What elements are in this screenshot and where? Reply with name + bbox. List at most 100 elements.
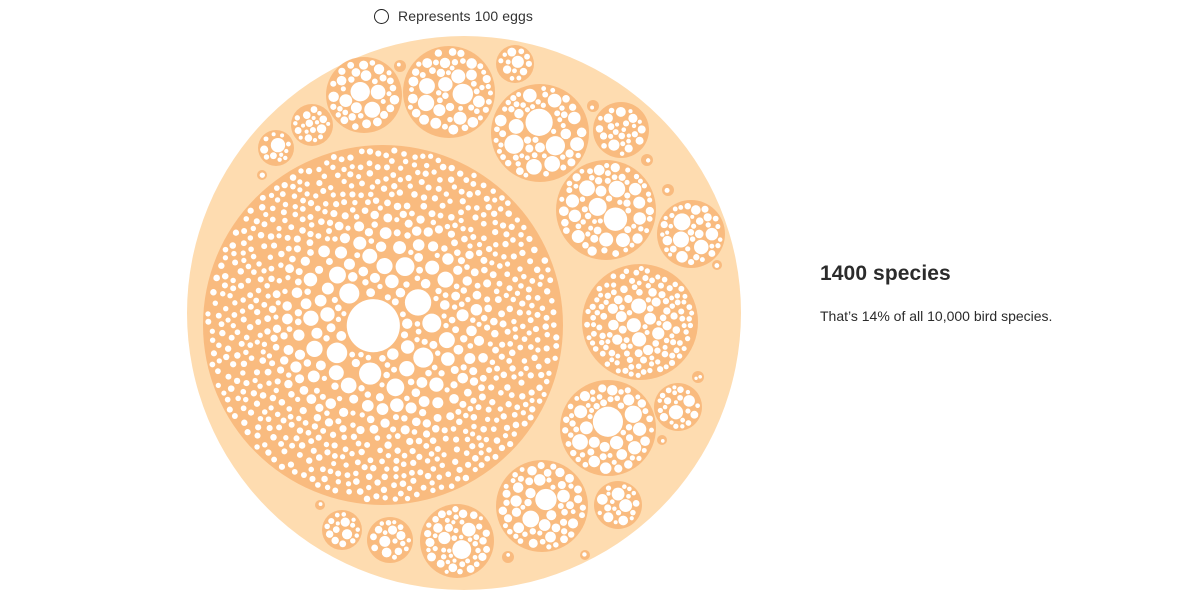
egg-circle bbox=[568, 531, 575, 538]
egg-circle bbox=[295, 396, 301, 403]
egg-circle bbox=[374, 178, 381, 185]
egg-circle bbox=[284, 148, 289, 154]
egg-circle bbox=[471, 423, 477, 430]
egg-circle bbox=[393, 466, 399, 472]
egg-circle bbox=[416, 266, 424, 274]
egg-circle bbox=[326, 342, 348, 364]
egg-circle bbox=[457, 372, 469, 384]
egg-circle bbox=[476, 435, 482, 441]
egg-circle bbox=[348, 76, 355, 83]
egg-circle bbox=[324, 523, 330, 530]
egg-circle bbox=[385, 452, 392, 459]
egg-circle bbox=[683, 395, 695, 407]
egg-circle bbox=[422, 313, 442, 333]
egg-circle bbox=[254, 339, 260, 345]
egg-circle bbox=[359, 60, 369, 70]
egg-circle bbox=[364, 101, 381, 118]
egg-circle bbox=[465, 558, 471, 564]
egg-circle bbox=[435, 185, 442, 192]
egg-circle bbox=[519, 467, 525, 472]
egg-circle bbox=[490, 317, 498, 326]
egg-circle bbox=[438, 484, 445, 490]
egg-circle bbox=[261, 341, 268, 347]
egg-circle bbox=[668, 405, 684, 420]
egg-circle bbox=[534, 142, 545, 153]
egg-circle bbox=[526, 310, 532, 316]
egg-circle bbox=[619, 499, 633, 513]
egg-circle bbox=[221, 282, 228, 289]
egg-circle bbox=[470, 181, 477, 187]
egg-circle bbox=[603, 299, 609, 305]
egg-circle bbox=[437, 271, 454, 288]
egg-circle bbox=[442, 92, 449, 99]
egg-circle bbox=[294, 115, 300, 121]
egg-circle bbox=[649, 277, 655, 284]
egg-circle bbox=[620, 141, 626, 147]
egg-circle bbox=[321, 173, 328, 180]
egg-circle bbox=[626, 309, 633, 316]
egg-circle bbox=[299, 406, 307, 415]
egg-circle bbox=[330, 210, 338, 218]
egg-circle bbox=[345, 481, 352, 487]
egg-circle bbox=[432, 516, 439, 523]
egg-circle bbox=[513, 533, 519, 539]
egg-circle bbox=[573, 426, 580, 433]
egg-circle bbox=[555, 467, 565, 478]
egg-circle bbox=[241, 227, 248, 234]
egg-circle bbox=[441, 352, 455, 366]
egg-circle bbox=[677, 340, 683, 346]
egg-circle bbox=[628, 113, 638, 123]
species-group bbox=[654, 383, 702, 431]
egg-circle bbox=[472, 554, 478, 560]
egg-circle bbox=[261, 409, 268, 415]
egg-circle bbox=[622, 120, 630, 127]
egg-circle bbox=[579, 421, 593, 435]
egg-circle bbox=[288, 421, 295, 428]
egg-circle bbox=[590, 389, 596, 395]
egg-circle bbox=[498, 310, 506, 318]
egg-circle bbox=[684, 335, 691, 342]
egg-circle bbox=[425, 184, 432, 191]
group-circle bbox=[403, 46, 495, 138]
egg-circle bbox=[687, 229, 695, 236]
egg-circle bbox=[386, 70, 392, 76]
egg-circle bbox=[269, 394, 277, 402]
species-group bbox=[582, 264, 698, 380]
egg-circle bbox=[328, 266, 346, 284]
egg-circle bbox=[220, 291, 226, 297]
egg-circle bbox=[459, 519, 465, 525]
egg-circle bbox=[468, 226, 474, 233]
egg-circle bbox=[518, 241, 524, 247]
egg-circle bbox=[373, 117, 382, 127]
egg-circle bbox=[604, 504, 612, 512]
egg-circle bbox=[351, 517, 356, 522]
egg-circle bbox=[525, 108, 553, 136]
egg-circle bbox=[572, 173, 581, 182]
legend: Represents 100 eggs bbox=[374, 6, 533, 26]
egg-circle bbox=[336, 75, 347, 86]
egg-circle bbox=[286, 326, 293, 332]
egg-circle bbox=[350, 82, 370, 102]
egg-circle bbox=[456, 466, 463, 473]
egg-circle bbox=[454, 249, 461, 256]
egg-circle bbox=[463, 388, 472, 397]
egg-circle bbox=[530, 104, 536, 110]
egg-circle bbox=[588, 436, 600, 448]
egg-circle bbox=[623, 199, 631, 207]
egg-circle bbox=[705, 227, 719, 241]
egg-circle bbox=[608, 107, 615, 114]
egg-circle bbox=[330, 80, 337, 87]
egg-circle bbox=[331, 296, 338, 304]
egg-circle bbox=[646, 415, 653, 423]
egg-circle bbox=[335, 521, 340, 526]
species-group bbox=[420, 504, 494, 578]
egg-circle bbox=[474, 189, 481, 196]
egg-circle bbox=[407, 378, 415, 386]
egg-circle bbox=[504, 328, 511, 335]
egg-circle bbox=[582, 241, 589, 249]
egg-circle bbox=[529, 302, 535, 309]
egg-circle bbox=[579, 504, 586, 511]
egg-circle bbox=[458, 217, 464, 224]
egg-circle bbox=[485, 83, 491, 90]
egg-circle bbox=[479, 84, 485, 91]
